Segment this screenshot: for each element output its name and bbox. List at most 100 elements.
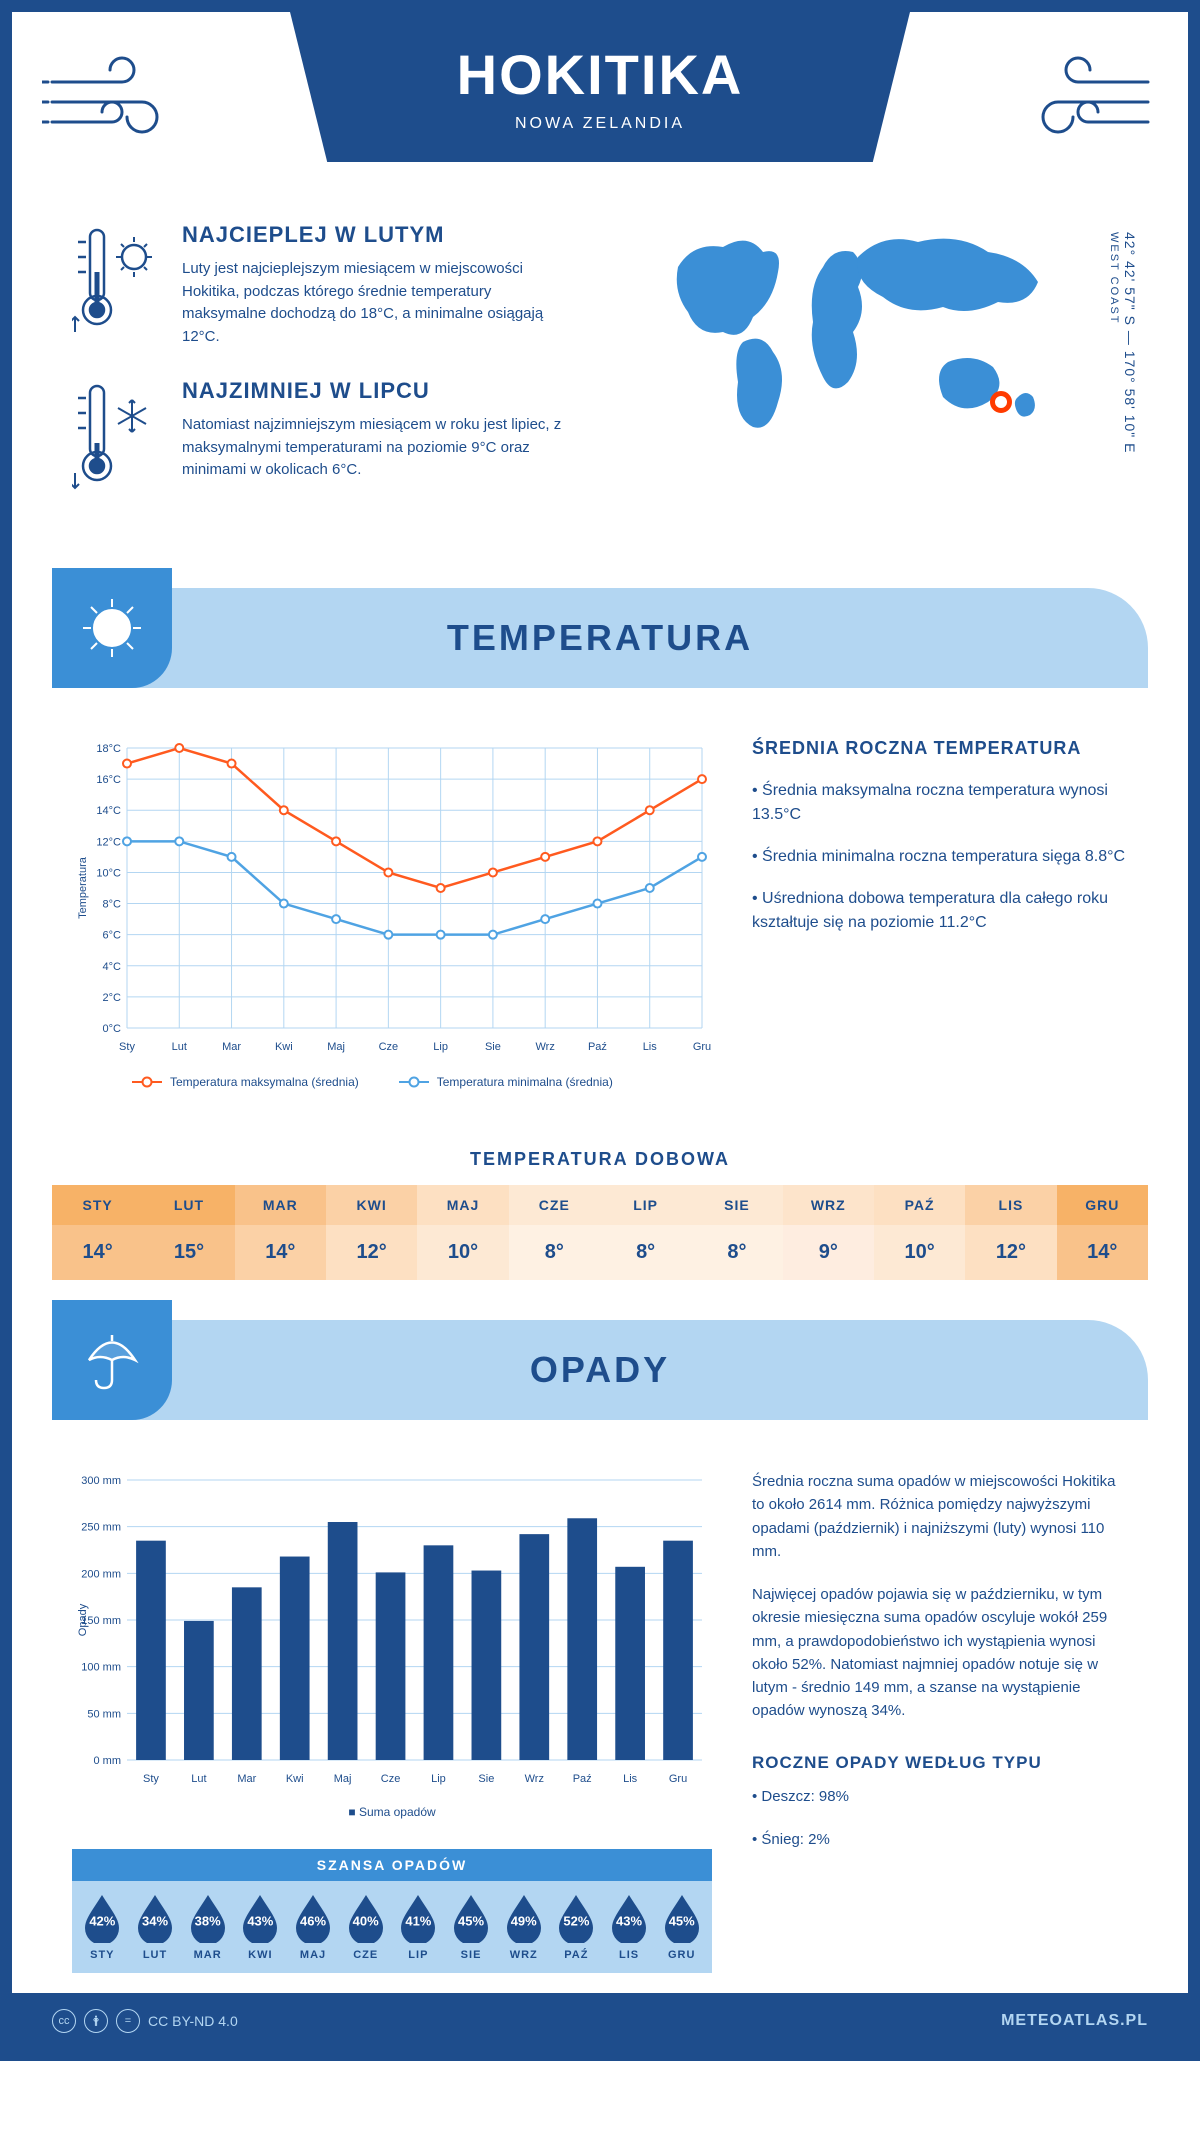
thermometer-snow-icon xyxy=(72,378,162,498)
daily-col: KWI 12° xyxy=(326,1185,417,1280)
chance-col: 41% LIP xyxy=(392,1893,445,1961)
svg-text:Gru: Gru xyxy=(693,1041,711,1053)
cc-icon: cc xyxy=(52,2009,76,2033)
svg-text:12°C: 12°C xyxy=(96,836,121,848)
svg-text:Paź: Paź xyxy=(588,1041,607,1053)
raindrop-icon: 45% xyxy=(661,1893,703,1943)
svg-text:0 mm: 0 mm xyxy=(94,1755,122,1767)
svg-text:Mar: Mar xyxy=(237,1773,256,1785)
intro-row: NAJCIEPLEJ W LUTYM Luty jest najcieplejs… xyxy=(12,202,1188,568)
temperature-stats: ŚREDNIA ROCZNA TEMPERATURA • Średnia mak… xyxy=(752,738,1128,1089)
chance-col: 49% WRZ xyxy=(497,1893,550,1961)
world-map-block: 42° 42' 57" S — 170° 58' 10" E WEST COAS… xyxy=(648,222,1128,528)
chance-col: 38% MAR xyxy=(181,1893,234,1961)
wind-icon xyxy=(1008,42,1158,162)
raindrop-icon: 34% xyxy=(134,1893,176,1943)
warmest-title: NAJCIEPLEJ W LUTYM xyxy=(182,222,562,248)
svg-text:Maj: Maj xyxy=(327,1041,345,1053)
chance-col: 43% KWI xyxy=(234,1893,287,1961)
svg-text:Gru: Gru xyxy=(669,1773,687,1785)
daily-col: MAJ 10° xyxy=(417,1185,508,1280)
raindrop-icon: 46% xyxy=(292,1893,334,1943)
wind-icon xyxy=(42,42,192,162)
precip-rain: • Deszcz: 98% xyxy=(752,1785,1128,1808)
footer: cc 🛉 = CC BY-ND 4.0 METEOATLAS.PL xyxy=(12,1993,1188,2049)
raindrop-icon: 38% xyxy=(187,1893,229,1943)
svg-text:50 mm: 50 mm xyxy=(87,1708,121,1720)
precip-para-1: Średnia roczna suma opadów w miejscowośc… xyxy=(752,1470,1128,1563)
site-name: METEOATLAS.PL xyxy=(1001,2012,1148,2030)
temperature-section-header: TEMPERATURA xyxy=(52,588,1148,688)
svg-text:Lut: Lut xyxy=(191,1773,206,1785)
raindrop-icon: 43% xyxy=(608,1893,650,1943)
temp-stats-title: ŚREDNIA ROCZNA TEMPERATURA xyxy=(752,738,1128,759)
chance-col: 45% GRU xyxy=(655,1893,708,1961)
svg-text:Lip: Lip xyxy=(431,1773,446,1785)
precip-type-title: ROCZNE OPADY WEDŁUG TYPU xyxy=(752,1753,1128,1773)
svg-text:6°C: 6°C xyxy=(103,930,122,942)
nd-icon: = xyxy=(116,2009,140,2033)
svg-text:300 mm: 300 mm xyxy=(81,1475,121,1487)
coldest-text: Natomiast najzimniejszym miesiącem w rok… xyxy=(182,414,562,482)
raindrop-icon: 52% xyxy=(555,1893,597,1943)
raindrop-icon: 45% xyxy=(450,1893,492,1943)
precip-para-2: Najwięcej opadów pojawia się w październ… xyxy=(752,1583,1128,1723)
temp-stat-2: • Średnia minimalna roczna temperatura s… xyxy=(752,845,1128,869)
location-marker-icon xyxy=(990,391,1012,413)
svg-text:10°C: 10°C xyxy=(96,867,121,879)
svg-text:Kwi: Kwi xyxy=(275,1041,293,1053)
daily-col: PAŹ 10° xyxy=(874,1185,965,1280)
infographic-page: HOKITIKA NOWA ZELANDIA xyxy=(0,0,1200,2061)
svg-text:Wrz: Wrz xyxy=(525,1773,544,1785)
daily-col: SIE 8° xyxy=(691,1185,782,1280)
svg-text:Paź: Paź xyxy=(573,1773,592,1785)
svg-text:Wrz: Wrz xyxy=(536,1041,555,1053)
raindrop-icon: 49% xyxy=(503,1893,545,1943)
svg-text:Opady: Opady xyxy=(77,1603,89,1636)
city-title: HOKITIKA xyxy=(290,42,910,107)
svg-text:4°C: 4°C xyxy=(103,961,122,973)
precipitation-bar-chart: 0 mm50 mm100 mm150 mm200 mm250 mm300 mmO… xyxy=(72,1470,712,1973)
chance-col: 45% SIE xyxy=(445,1893,498,1961)
warmest-fact: NAJCIEPLEJ W LUTYM Luty jest najcieplejs… xyxy=(72,222,608,348)
country-subtitle: NOWA ZELANDIA xyxy=(290,115,910,133)
precipitation-stats: Średnia roczna suma opadów w miejscowośc… xyxy=(752,1470,1128,1973)
chance-col: 46% MAJ xyxy=(287,1893,340,1961)
coldest-title: NAJZIMNIEJ W LIPCU xyxy=(182,378,562,404)
coordinates-label: 42° 42' 57" S — 170° 58' 10" E WEST COAS… xyxy=(1106,232,1138,454)
svg-text:Lip: Lip xyxy=(433,1041,448,1053)
svg-text:Sty: Sty xyxy=(143,1773,159,1785)
thermometer-sun-icon xyxy=(72,222,162,342)
precipitation-title: OPADY xyxy=(530,1349,670,1391)
precip-chart-legend: Suma opadów xyxy=(72,1805,712,1819)
svg-text:2°C: 2°C xyxy=(103,992,122,1004)
chance-col: 40% CZE xyxy=(339,1893,392,1961)
warmest-text: Luty jest najcieplejszym miesiącem w mie… xyxy=(182,258,562,348)
raindrop-icon: 43% xyxy=(239,1893,281,1943)
daily-col: GRU 14° xyxy=(1057,1185,1148,1280)
svg-text:18°C: 18°C xyxy=(96,743,121,755)
svg-text:Temperatura: Temperatura xyxy=(77,856,89,919)
raindrop-icon: 40% xyxy=(345,1893,387,1943)
daily-temp-title: TEMPERATURA DOBOWA xyxy=(12,1149,1188,1170)
coldest-fact: NAJZIMNIEJ W LIPCU Natomiast najzimniejs… xyxy=(72,378,608,498)
chance-title: SZANSA OPADÓW xyxy=(72,1849,712,1881)
svg-text:100 mm: 100 mm xyxy=(81,1662,121,1674)
chance-col: 34% LUT xyxy=(129,1893,182,1961)
temp-stat-1: • Średnia maksymalna roczna temperatura … xyxy=(752,779,1128,827)
by-icon: 🛉 xyxy=(84,2009,108,2033)
svg-text:Mar: Mar xyxy=(222,1041,241,1053)
temperature-title: TEMPERATURA xyxy=(447,617,753,659)
svg-text:14°C: 14°C xyxy=(96,805,121,817)
license-block: cc 🛉 = CC BY-ND 4.0 xyxy=(52,2009,238,2033)
precipitation-section-header: OPADY xyxy=(52,1320,1148,1420)
daily-col: LUT 15° xyxy=(143,1185,234,1280)
rain-chance-table: SZANSA OPADÓW 42% STY 34% LUT 38% MAR 43… xyxy=(72,1849,712,1973)
precip-snow: • Śnieg: 2% xyxy=(752,1828,1128,1851)
svg-text:Cze: Cze xyxy=(379,1041,399,1053)
svg-text:Sie: Sie xyxy=(478,1773,494,1785)
sun-icon xyxy=(52,568,172,688)
raindrop-icon: 42% xyxy=(81,1893,123,1943)
svg-text:Lis: Lis xyxy=(643,1041,658,1053)
world-map-icon xyxy=(648,222,1078,442)
